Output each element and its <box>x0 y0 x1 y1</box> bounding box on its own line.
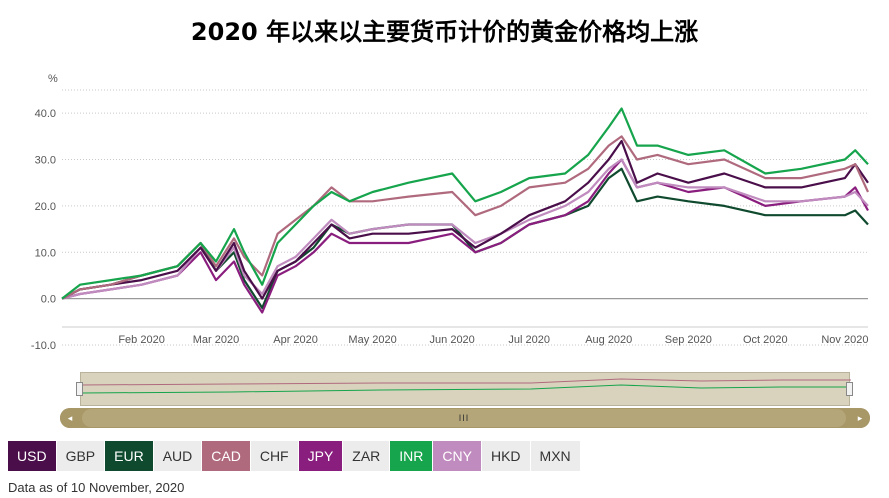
x-tick-label: Aug 2020 <box>585 334 632 346</box>
y-axis-label: % <box>48 73 58 85</box>
currency-button-hkd[interactable]: HKD <box>481 441 530 471</box>
navigator-series-cad <box>80 378 851 386</box>
range-navigator[interactable] <box>60 372 870 406</box>
y-tick-label: 20.0 <box>35 201 56 213</box>
navigator-window[interactable] <box>80 372 851 406</box>
currency-button-eur[interactable]: EUR <box>105 441 153 471</box>
navigator-series-inr <box>80 384 851 394</box>
navigator-right-handle[interactable] <box>846 382 853 396</box>
x-tick-label: Sep 2020 <box>665 334 712 346</box>
y-tick-label: 30.0 <box>35 155 56 167</box>
x-tick-label: Feb 2020 <box>118 334 164 346</box>
scroll-left-icon[interactable]: ◂ <box>60 408 80 428</box>
x-tick-label: Jul 2020 <box>508 334 550 346</box>
currency-button-usd[interactable]: USD <box>8 441 56 471</box>
y-tick-label: 40.0 <box>35 108 56 120</box>
y-tick-label: 0.0 <box>41 294 56 306</box>
navigator-preview <box>80 378 851 394</box>
line-chart: % -10.0 0.0 10.0 20.0 30.0 40.0 Feb 2020 Mar 2… <box>31 73 869 352</box>
chart-title: 2020 年以来以主要货币计价的黄金价格均上涨 <box>190 18 699 46</box>
currency-button-jpy[interactable]: JPY <box>298 441 343 471</box>
data-date-note: Data as of 10 November, 2020 <box>8 480 185 495</box>
x-axis-ticks: Feb 2020 Mar 2020 Apr 2020 May 2020 Jun 2020… <box>118 334 868 346</box>
scroll-right-icon[interactable]: ▸ <box>850 408 870 428</box>
currency-button-aud[interactable]: AUD <box>153 441 202 471</box>
currency-button-chf[interactable]: CHF <box>250 441 298 471</box>
currency-button-cad[interactable]: CAD <box>202 441 250 471</box>
y-tick-label: -10.0 <box>31 340 56 352</box>
y-axis-ticks: -10.0 0.0 10.0 20.0 30.0 40.0 <box>31 108 56 352</box>
navigator-left-handle[interactable] <box>76 382 83 396</box>
series-lines <box>61 107 869 314</box>
x-tick-label: Apr 2020 <box>273 334 318 346</box>
currency-button-gbp[interactable]: GBP <box>56 441 105 471</box>
x-tick-label: Jun 2020 <box>430 334 475 346</box>
currency-button-inr[interactable]: INR <box>390 441 433 471</box>
series-line-inr <box>61 107 869 300</box>
series-line-usd <box>61 139 869 300</box>
gridlines <box>62 89 868 346</box>
series-line-cad <box>61 135 869 300</box>
scrollbar[interactable]: III ◂ ▸ <box>60 408 870 428</box>
scrollbar-thumb[interactable]: III <box>82 409 846 427</box>
x-tick-label: May 2020 <box>348 334 396 346</box>
x-tick-label: Oct 2020 <box>743 334 788 346</box>
currency-selector: USD GBP EUR AUD CAD CHF JPY ZAR INR CNY … <box>8 441 581 471</box>
y-tick-label: 10.0 <box>35 247 56 259</box>
currency-button-cny[interactable]: CNY <box>433 441 481 471</box>
currency-button-mxn[interactable]: MXN <box>530 441 580 471</box>
x-tick-label: Nov 2020 <box>821 334 868 346</box>
currency-button-zar[interactable]: ZAR <box>343 441 390 471</box>
x-tick-label: Mar 2020 <box>193 334 239 346</box>
series-line-jpy <box>61 158 869 314</box>
